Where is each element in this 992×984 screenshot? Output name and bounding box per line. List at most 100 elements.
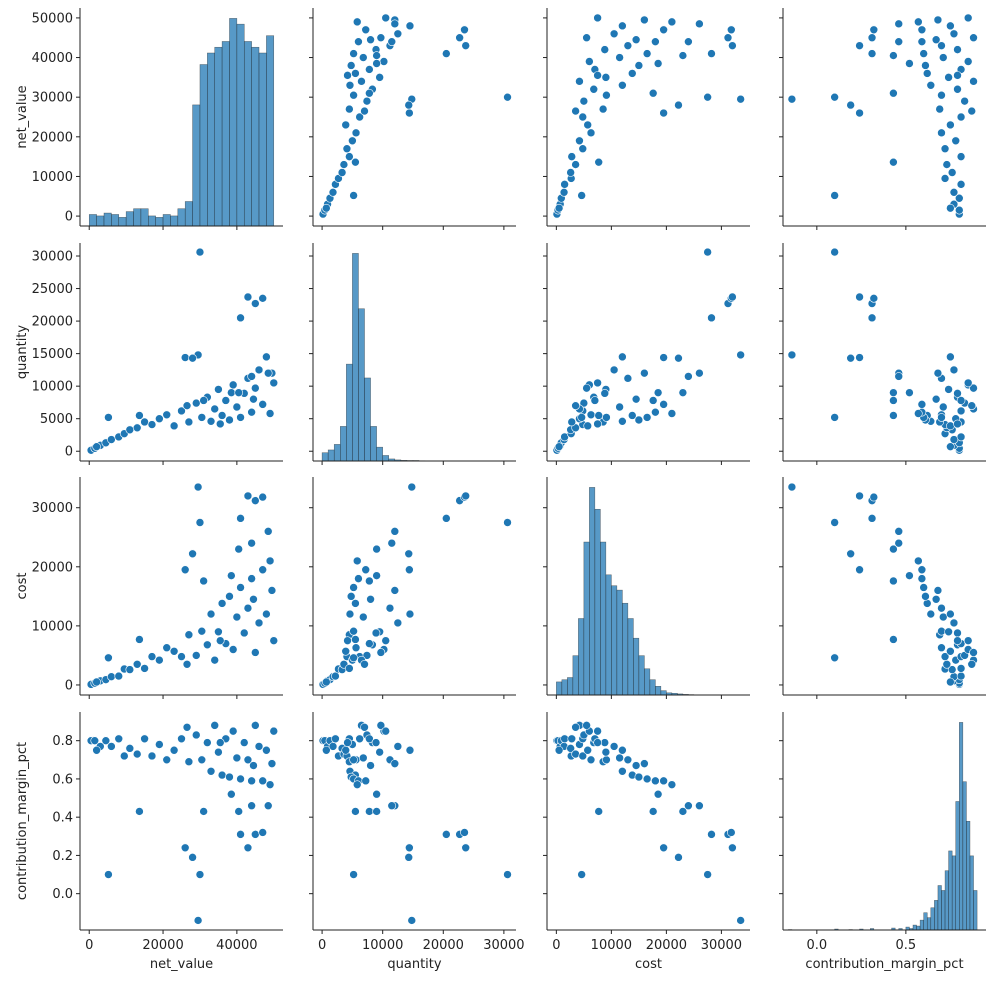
scatter-point <box>640 760 648 768</box>
scatter-point <box>668 409 676 417</box>
scatter-point <box>895 372 903 380</box>
scatter-point <box>870 26 878 34</box>
scatter-point <box>357 77 365 85</box>
y-tick-label: 20000 <box>32 560 73 575</box>
scatter-point <box>870 294 878 302</box>
scatter-point <box>115 735 123 743</box>
scatter-point <box>148 421 156 429</box>
scatter-point <box>946 353 954 361</box>
hist-bar <box>119 217 126 226</box>
scatter-point <box>575 77 583 85</box>
scatter-point <box>602 73 610 81</box>
scatter-point <box>905 572 913 580</box>
hist-bar <box>322 453 328 461</box>
scatter-point <box>346 610 354 618</box>
scatter-point <box>373 59 381 67</box>
scatter-point <box>618 417 626 425</box>
scatter-point <box>216 637 224 645</box>
scatter-point <box>601 46 609 54</box>
hist-bar <box>644 669 650 695</box>
scatter-point <box>248 539 256 547</box>
scatter-point <box>555 746 563 754</box>
scatter-point <box>192 731 200 739</box>
scatter-point <box>920 583 928 591</box>
scatter-point <box>895 38 903 46</box>
scatter-point <box>679 389 687 397</box>
hist-bar <box>927 918 931 930</box>
y-tick-label: 0 <box>65 445 73 460</box>
scatter-point <box>460 26 468 34</box>
scatter-point <box>640 16 648 24</box>
scatter-point <box>727 26 735 34</box>
scatter-point <box>251 830 259 838</box>
scatter-point <box>244 492 252 500</box>
scatter-point <box>240 739 248 747</box>
scatter-point <box>889 635 897 643</box>
scatter-point <box>141 418 149 426</box>
hist-bar <box>244 41 251 226</box>
hist-bar <box>941 890 945 930</box>
hist-bar <box>156 217 163 226</box>
scatter-point <box>353 781 361 789</box>
scatter-point <box>344 739 352 747</box>
scatter-point <box>578 871 586 879</box>
scatter-point <box>954 46 962 54</box>
scatter-point <box>580 97 588 105</box>
scatter-point <box>651 38 659 46</box>
scatter-point <box>196 871 204 879</box>
scatter-point <box>587 129 595 137</box>
scatter-point <box>200 396 208 404</box>
hist-bar <box>334 444 340 461</box>
scatter-point <box>214 628 222 636</box>
scatter-point <box>185 418 193 426</box>
scatter-point <box>207 417 215 425</box>
scatter-point <box>377 34 385 42</box>
hist-bar <box>959 722 963 930</box>
scatter-point <box>927 81 935 89</box>
scatter-point <box>367 762 375 770</box>
scatter-point <box>856 42 864 50</box>
scatter-point <box>391 20 399 28</box>
scatter-point <box>572 723 580 731</box>
scatter-point <box>695 369 703 377</box>
scatter-point <box>170 746 178 754</box>
scatter-point <box>196 248 204 256</box>
hist-bar <box>573 656 579 695</box>
scatter-point <box>200 577 208 585</box>
scatter-point <box>189 853 197 861</box>
scatter-point <box>590 85 598 93</box>
scatter-point <box>133 660 141 668</box>
scatter-point <box>957 433 965 441</box>
scatter-point <box>93 746 101 754</box>
scatter-point <box>724 34 732 42</box>
scatter-point <box>365 640 373 648</box>
scatter-point <box>651 408 659 416</box>
scatter-point <box>163 411 171 419</box>
scatter-point <box>350 654 358 662</box>
hist-bar <box>622 603 628 695</box>
scatter-point <box>133 424 141 432</box>
scatter-point <box>270 379 278 387</box>
scatter-point <box>572 107 580 115</box>
scatter-point <box>649 807 657 815</box>
scatter-point <box>365 65 373 73</box>
scatter-point <box>259 777 267 785</box>
scatter-point <box>259 566 267 574</box>
hist-bar <box>148 216 155 226</box>
hist-bar <box>556 682 562 695</box>
scatter-point <box>235 389 243 397</box>
scatter-point <box>350 583 358 591</box>
scatter-point <box>954 629 962 637</box>
scatter-point <box>895 539 903 547</box>
hist-bar <box>595 509 601 695</box>
scatter-point <box>567 168 575 176</box>
scatter-point <box>406 746 414 754</box>
y-tick-label: 20000 <box>32 315 73 330</box>
scatter-point <box>905 389 913 397</box>
scatter-point <box>178 735 186 743</box>
scatter-point <box>504 93 512 101</box>
scatter-point <box>183 402 191 410</box>
scatter-point <box>262 610 270 618</box>
scatter-point <box>635 773 643 781</box>
